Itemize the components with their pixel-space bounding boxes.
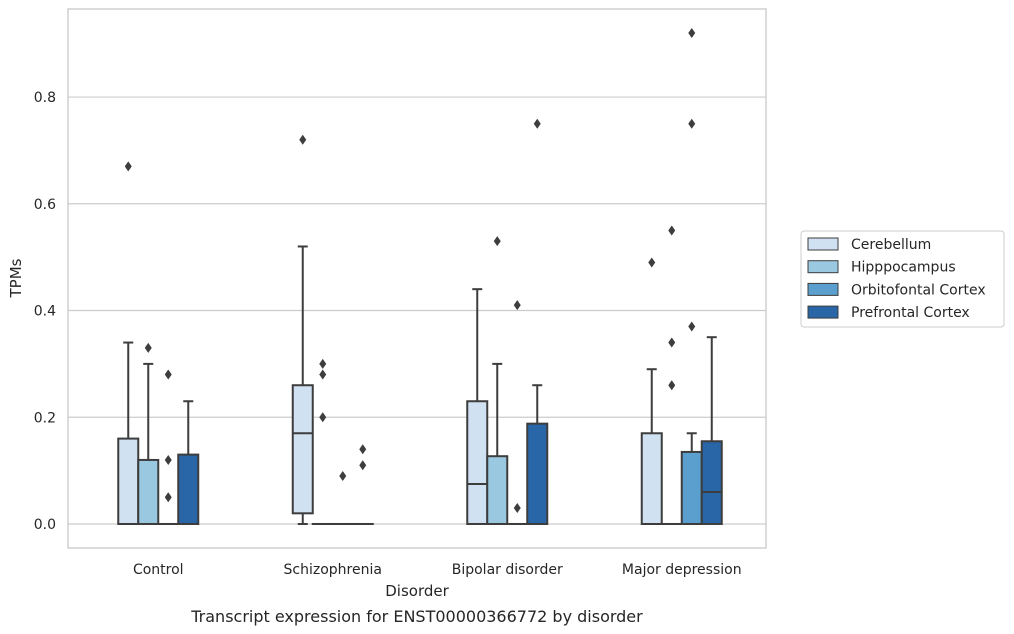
x-tick-label: Control [133,562,184,578]
outlier-point [359,444,367,455]
outlier-point [668,225,676,236]
outlier-point [164,369,172,380]
legend: Cerebellum Hipppocampus Orbitofontal Corte… [800,230,1005,328]
box-orbitofontal-cortex [157,369,180,525]
box-iqr [466,400,489,525]
plot-frame [67,8,767,549]
outlier-point [648,257,656,268]
box-hipppocampus [137,342,160,525]
box-iqr [680,450,703,525]
outlier-point [319,412,327,423]
outlier-point [533,118,541,129]
chart-caption: Transcript expression for ENST0000036677… [190,607,643,626]
box-prefrontal-cortex [700,336,723,525]
x-tick-label: Major depression [622,562,742,578]
box-iqr [700,440,723,525]
outlier-point [513,300,521,311]
box-iqr [117,437,140,525]
outlier-point [668,337,676,348]
x-tick-label: Schizophrenia [284,562,382,578]
y-axis-label: TPMs [7,258,25,298]
x-tick-label: Bipolar disorder [452,562,563,578]
box-cerebellum [466,288,489,525]
legend-label: Hipppocampus [851,260,956,276]
outlier-point [144,342,152,353]
box-cerebellum [117,161,140,525]
y-tick-label: 0.6 [34,197,56,213]
box-prefrontal-cortex [177,400,200,525]
box-hipppocampus [486,236,509,525]
outlier-point [513,502,521,513]
outlier-point [668,380,676,391]
box-groups [117,28,723,525]
legend-label: Prefrontal Cortex [851,305,970,321]
box-iqr [291,384,314,515]
box-prefrontal-cortex [351,444,374,525]
box-hipppocampus [311,358,334,525]
outlier-point [319,369,327,380]
outlier-point [688,321,696,332]
box-orbitofontal-cortex [680,28,703,525]
x-axis-label: Disorder [385,582,449,600]
legend-label: Orbitofontal Cortex [851,282,986,298]
y-tick-label: 0.8 [34,90,56,106]
legend-swatch [807,237,839,251]
box-orbitofontal-cortex [331,470,354,525]
outlier-point [688,118,696,129]
outlier-point [124,161,132,172]
box-cerebellum [640,257,663,525]
outlier-point [493,236,501,247]
legend-label: Cerebellum [851,237,931,253]
box-iqr [177,453,200,525]
outlier-point [688,28,696,39]
outlier-point [299,134,307,145]
y-axis-ticks: 0.0 0.2 0.4 0.6 0.8 [34,90,56,533]
box-iqr [486,455,509,525]
legend-swatch [807,260,839,274]
box-iqr [137,458,160,525]
x-axis-ticks: Control Schizophrenia Bipolar disorder Majo… [133,562,742,578]
outlier-point [319,358,327,369]
box-cerebellum [291,134,314,525]
y-tick-label: 0.4 [34,304,56,320]
outlier-point [164,454,172,465]
outlier-point [359,460,367,471]
y-tick-label: 0.2 [34,410,56,426]
legend-frame [800,230,1005,328]
box-iqr [526,422,549,525]
outlier-point [164,492,172,503]
y-tick-label: 0.0 [34,517,56,533]
legend-swatch [807,282,839,296]
box-hipppocampus [660,225,683,525]
box-prefrontal-cortex [526,118,549,525]
outlier-point [339,470,347,481]
box-orbitofontal-cortex [506,300,529,525]
legend-swatch [807,305,839,319]
box-iqr [640,432,663,525]
